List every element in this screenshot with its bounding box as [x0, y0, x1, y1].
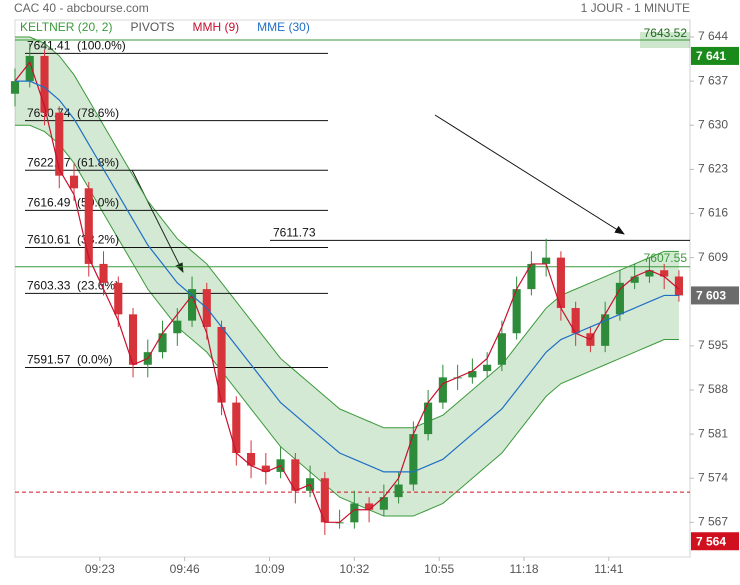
x-tick-label: 10:09 — [254, 562, 284, 576]
candle-body — [497, 333, 506, 365]
fib-label: 7616.49 (50.0%) — [27, 196, 119, 210]
candle-body — [483, 364, 492, 372]
candle-body — [409, 434, 418, 485]
y-tick-label: 7 588 — [698, 382, 728, 396]
fib-label: 7603.33 (23.6%) — [27, 279, 119, 293]
legend-entry: KELTNER (20, 2) — [20, 20, 112, 34]
x-tick-label: 11:41 — [594, 562, 623, 576]
candle-body — [674, 276, 683, 296]
candle-body — [527, 263, 536, 290]
candle-body — [438, 377, 447, 403]
y-tick-label: 7 630 — [698, 117, 728, 131]
candle-body — [379, 497, 388, 510]
level-tag — [640, 32, 690, 49]
candle-body — [84, 188, 93, 264]
candle-body — [424, 402, 433, 435]
candle-body — [187, 289, 197, 321]
candle-body — [601, 314, 610, 346]
y-tick-label: 7 595 — [698, 338, 728, 352]
price-tag-label: 7 603 — [696, 289, 726, 303]
x-tick-label: 10:55 — [424, 562, 454, 576]
candle-body — [25, 55, 34, 82]
candle-body — [40, 55, 49, 113]
fib-label: 7610.61 (38.2%) — [27, 233, 119, 247]
arrow — [434, 114, 625, 235]
candle-body — [645, 270, 654, 277]
price-tag — [691, 286, 739, 305]
y-tick-label: 7 623 — [698, 162, 728, 176]
x-tick-label: 09:46 — [170, 562, 200, 576]
y-tick-label: 7 637 — [698, 73, 728, 87]
level-label: 7611.73 — [273, 226, 316, 240]
y-tick-label: 7 609 — [698, 250, 728, 264]
x-tick-label: 10:32 — [339, 562, 369, 576]
candle-body — [261, 465, 270, 472]
keltner-upper — [15, 36, 679, 429]
level-label: 7643.52 — [644, 26, 688, 40]
x-tick-label: 09:23 — [85, 562, 115, 576]
chart-title: CAC 40 - abcbourse.com — [14, 1, 149, 15]
candle-body — [542, 257, 551, 264]
candle-body — [468, 371, 477, 378]
price-tag-label: 7 564 — [696, 534, 726, 548]
candle-body — [114, 282, 123, 315]
candle-body — [69, 175, 79, 189]
candle-body — [173, 320, 182, 334]
candle-body — [630, 276, 639, 283]
level-label: 7607.55 — [644, 251, 688, 265]
price-tag — [691, 532, 739, 551]
candle-body — [55, 112, 64, 176]
keltner-band — [15, 37, 679, 517]
candle-body — [571, 308, 580, 334]
price-tag — [691, 46, 739, 65]
x-tick-label: 11:18 — [509, 562, 538, 576]
y-tick-label: 7 574 — [698, 470, 728, 484]
mmh-line — [14, 60, 680, 523]
candle-body — [556, 257, 565, 309]
mme-line — [15, 80, 679, 473]
y-tick-label: 7 567 — [698, 515, 728, 529]
candle-body — [158, 333, 167, 353]
candle-body — [394, 484, 403, 498]
price-tag-label: 7 641 — [696, 49, 726, 63]
fib-label: 7622.87 (61.8%) — [27, 155, 119, 169]
candle-body — [10, 81, 20, 94]
candle-body — [232, 402, 241, 454]
chart-subtitle: 1 JOUR - 1 MINUTE — [581, 1, 690, 15]
candle-body — [512, 289, 521, 334]
legend-entry: MMH (9) — [193, 20, 240, 34]
y-tick-label: 7 644 — [698, 29, 728, 43]
candle-body — [247, 453, 256, 466]
fib-label: 7591.57 (0.0%) — [27, 353, 112, 367]
fib-label: 7630.74 (78.6%) — [27, 106, 119, 120]
candle-body — [660, 270, 669, 277]
y-tick-label: 7 581 — [698, 426, 728, 440]
candle-body — [350, 503, 359, 523]
fib-label: 7641.41 (100.0%) — [27, 39, 126, 53]
keltner-lower — [15, 124, 679, 517]
candle-body — [291, 459, 300, 491]
y-tick-label: 7 616 — [698, 206, 728, 220]
candle-body — [365, 503, 374, 510]
legend-entry: PIVOTS — [130, 20, 174, 34]
candle-body — [128, 314, 138, 365]
arrow — [131, 169, 184, 273]
candle-body — [217, 326, 226, 403]
candle-body — [320, 478, 329, 523]
candle-body — [99, 263, 108, 283]
legend-entry: MME (30) — [257, 20, 310, 34]
candle-body — [615, 282, 624, 315]
